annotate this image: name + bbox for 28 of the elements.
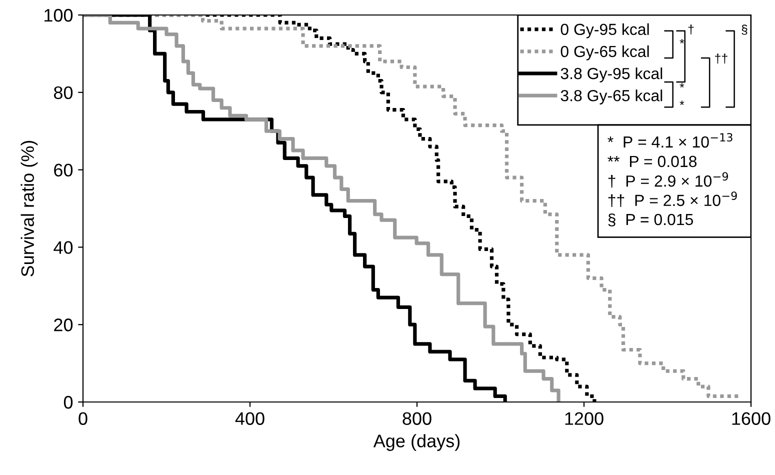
legend-label: 3.8 Gy-95 kcal xyxy=(560,67,662,82)
y-tick-label: 60 xyxy=(54,164,73,177)
annotation: † P = 2.9 × 10$^{−9}$ xyxy=(608,172,728,188)
annotation: ** P = 0.018 xyxy=(608,156,697,168)
x-tick-label: 400 xyxy=(235,412,264,425)
legend-label: 0 Gy-95 kcal xyxy=(560,23,649,38)
annotation: § xyxy=(742,24,748,35)
y-axis-title: Survival ratio (%) xyxy=(20,140,38,276)
y-tick-label: 100 xyxy=(44,8,73,22)
annotation: * xyxy=(680,83,684,88)
annotation: †† P = 2.5 × 10$^{−9}$ xyxy=(608,192,737,207)
annotation: * P = 4.1 × 10$^{−13}$ xyxy=(608,133,732,148)
annotation: * xyxy=(680,100,684,105)
annotation: * xyxy=(680,39,684,44)
x-tick-label: 0 xyxy=(78,412,88,425)
x-tick-label: 800 xyxy=(402,412,432,425)
x-tick-label: 1600 xyxy=(732,412,770,425)
annotation: § P = 0.015 xyxy=(608,213,694,226)
legend-label: 0 Gy-65 kcal xyxy=(560,45,649,60)
x-tick-label: 1200 xyxy=(565,412,604,425)
y-tick-label: 0 xyxy=(64,396,73,409)
annotation: † xyxy=(688,24,694,35)
annotation: †† xyxy=(715,54,728,64)
y-tick-label: 20 xyxy=(54,318,73,332)
legend-label: 3.8 Gy-65 kcal xyxy=(560,90,662,104)
x-axis-title: Age (days) xyxy=(373,434,460,451)
y-tick-label: 40 xyxy=(54,241,73,254)
y-tick-label: 80 xyxy=(54,86,73,100)
